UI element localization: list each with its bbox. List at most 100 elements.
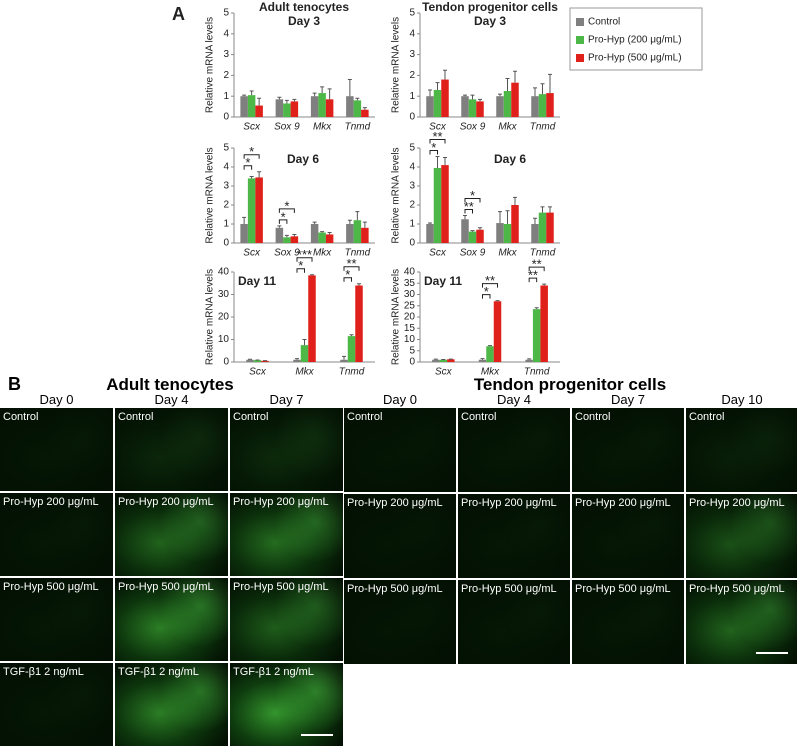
error-bar bbox=[478, 227, 482, 230]
bar bbox=[478, 359, 487, 362]
significance-bracket bbox=[464, 197, 481, 203]
bar bbox=[538, 94, 547, 117]
panel-b-label: B bbox=[8, 374, 21, 394]
significance-bracket bbox=[296, 268, 305, 273]
cell-label: TGF-β1 2 ng/mL bbox=[233, 666, 314, 678]
error-bar bbox=[470, 94, 475, 100]
error-bar bbox=[347, 79, 352, 97]
bar bbox=[503, 91, 512, 117]
bar bbox=[511, 205, 519, 243]
error-bar bbox=[357, 283, 361, 286]
y-axis-label: Relative mRNA levels bbox=[391, 17, 402, 113]
y-tick-label: 0 bbox=[409, 112, 415, 123]
significance-bracket bbox=[464, 208, 473, 214]
x-tick-label: Tnmd bbox=[339, 367, 365, 375]
bar bbox=[261, 360, 269, 362]
significance-label: * bbox=[298, 258, 303, 273]
bar bbox=[511, 82, 519, 117]
y-tick-label: 30 bbox=[404, 289, 416, 300]
y-tick-label: 4 bbox=[223, 162, 229, 173]
bar bbox=[247, 178, 256, 243]
y-axis-label: Relative mRNA levels bbox=[391, 269, 402, 365]
chart-subtitle: Day 3 bbox=[288, 14, 320, 28]
micrograph: Control bbox=[230, 408, 343, 491]
panel-label: A bbox=[172, 4, 185, 24]
micrograph: TGF-β1 2 ng/mL bbox=[115, 663, 228, 746]
bar bbox=[247, 95, 256, 117]
cell-label: Pro-Hyp 200 μg/mL bbox=[689, 497, 785, 509]
x-tick-label: Mkx bbox=[498, 248, 517, 259]
micrograph: Pro-Hyp 500 μg/mL bbox=[686, 580, 797, 664]
bar bbox=[300, 345, 309, 362]
x-tick-label: Scx bbox=[243, 122, 261, 133]
y-axis-label: Relative mRNA levels bbox=[205, 269, 216, 365]
significance-label: ** bbox=[532, 257, 542, 272]
significance-label: * bbox=[281, 209, 286, 224]
error-bar bbox=[488, 345, 492, 347]
error-bar bbox=[349, 334, 354, 337]
y-tick-label: 5 bbox=[223, 8, 229, 19]
cell-label: TGF-β1 2 ng/mL bbox=[118, 666, 199, 678]
cell-label: Pro-Hyp 200 μg/mL bbox=[347, 497, 443, 509]
y-tick-label: 10 bbox=[404, 334, 416, 345]
error-bar bbox=[533, 87, 537, 97]
x-tick-label: Tnmd bbox=[345, 248, 371, 259]
error-bar bbox=[463, 214, 467, 220]
significance-label: ** bbox=[485, 273, 495, 288]
cell-label: Control bbox=[347, 411, 383, 423]
bar bbox=[347, 336, 356, 362]
significance-label: ** bbox=[528, 268, 538, 283]
chart-title: Adult tenocytes bbox=[259, 0, 349, 14]
significance-label: * bbox=[484, 284, 489, 299]
bar bbox=[283, 237, 291, 243]
cell-label: Pro-Hyp 500 μg/mL bbox=[461, 583, 557, 595]
x-tick-label: Scx bbox=[429, 248, 447, 259]
micrograph: Control bbox=[344, 408, 456, 492]
cell-label: Control bbox=[233, 411, 269, 423]
error-bar bbox=[242, 94, 247, 97]
chart-title: Day 11 bbox=[424, 274, 462, 288]
significance-bracket bbox=[343, 266, 360, 271]
bar bbox=[255, 177, 263, 243]
significance-bracket bbox=[528, 266, 545, 272]
micrograph: Pro-Hyp 200 μg/mL bbox=[0, 493, 113, 576]
y-tick-label: 3 bbox=[223, 181, 229, 192]
cell-label: Control bbox=[575, 411, 611, 423]
significance-bracket bbox=[482, 294, 491, 299]
bar bbox=[353, 100, 362, 117]
error-bar bbox=[312, 221, 317, 224]
micrograph: Pro-Hyp 500 μg/mL bbox=[115, 578, 228, 661]
bar bbox=[240, 224, 248, 243]
significance-label: * bbox=[249, 144, 254, 159]
error-bar bbox=[428, 222, 432, 224]
error-bar bbox=[443, 157, 447, 166]
y-tick-label: 5 bbox=[409, 143, 415, 154]
y-tick-label: 0 bbox=[409, 238, 415, 249]
micrograph: TGF-β1 2 ng/mL bbox=[230, 663, 343, 746]
y-tick-label: 20 bbox=[404, 312, 416, 323]
error-bar bbox=[355, 211, 360, 221]
y-tick-label: 2 bbox=[223, 70, 229, 81]
chart-title: Day 6 bbox=[494, 152, 526, 166]
significance-bracket bbox=[343, 277, 352, 282]
significance-label: *** bbox=[297, 247, 312, 262]
x-tick-label: Tnmd bbox=[345, 122, 371, 133]
micrograph: Control bbox=[458, 408, 570, 492]
y-tick-label: 2 bbox=[409, 200, 415, 211]
error-bar bbox=[435, 156, 440, 168]
legend-swatch bbox=[576, 54, 584, 62]
y-tick-label: 5 bbox=[409, 8, 415, 19]
error-bar bbox=[498, 211, 502, 224]
y-tick-label: 1 bbox=[223, 219, 229, 230]
y-tick-label: 5 bbox=[223, 143, 229, 154]
error-bar bbox=[470, 230, 475, 232]
y-tick-label: 1 bbox=[409, 219, 415, 230]
error-bar bbox=[443, 69, 447, 80]
bar bbox=[441, 165, 449, 243]
cell-label: Pro-Hyp 200 μg/mL bbox=[575, 497, 671, 509]
chart-subtitle: Day 3 bbox=[474, 14, 506, 28]
scale-bar bbox=[301, 734, 333, 736]
error-bar bbox=[284, 99, 289, 104]
error-bar bbox=[542, 283, 547, 286]
micrograph: Pro-Hyp 200 μg/mL bbox=[458, 494, 570, 578]
